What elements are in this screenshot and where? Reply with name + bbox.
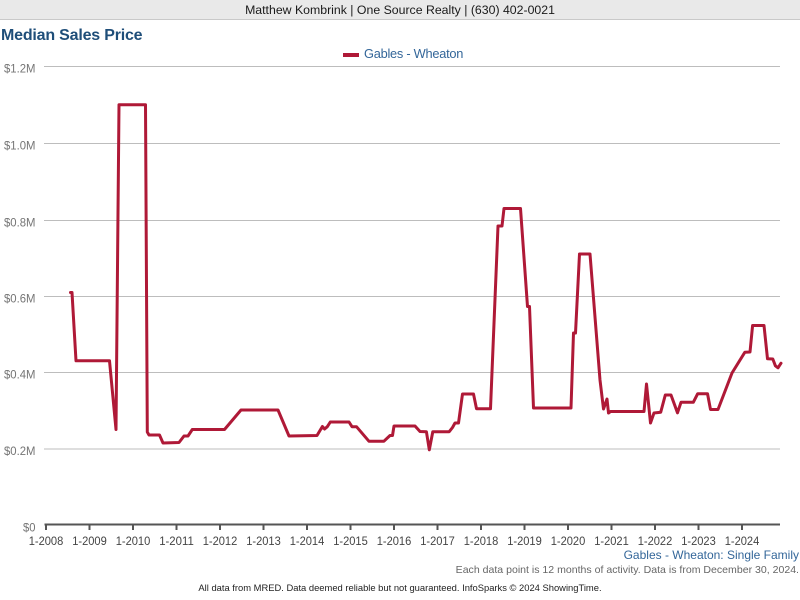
svg-text:1-2008: 1-2008 bbox=[29, 534, 64, 548]
svg-text:$0.6M: $0.6M bbox=[4, 292, 36, 306]
svg-text:1-2016: 1-2016 bbox=[377, 534, 412, 548]
svg-text:1-2013: 1-2013 bbox=[246, 534, 281, 548]
svg-text:$0.8M: $0.8M bbox=[4, 216, 36, 230]
svg-text:1-2009: 1-2009 bbox=[72, 534, 107, 548]
svg-text:$0.2M: $0.2M bbox=[4, 444, 36, 458]
svg-text:1-2023: 1-2023 bbox=[681, 534, 716, 548]
svg-text:1-2021: 1-2021 bbox=[594, 534, 629, 548]
svg-text:1-2010: 1-2010 bbox=[116, 534, 151, 548]
svg-text:1-2017: 1-2017 bbox=[420, 534, 455, 548]
svg-text:1-2019: 1-2019 bbox=[507, 534, 542, 548]
svg-text:1-2012: 1-2012 bbox=[203, 534, 238, 548]
svg-text:$1.0M: $1.0M bbox=[4, 139, 36, 153]
svg-text:1-2011: 1-2011 bbox=[159, 534, 194, 548]
svg-text:1-2015: 1-2015 bbox=[333, 534, 368, 548]
svg-text:$0: $0 bbox=[23, 521, 36, 535]
svg-text:$1.2M: $1.2M bbox=[4, 62, 36, 76]
svg-text:1-2024: 1-2024 bbox=[725, 534, 760, 548]
svg-text:1-2020: 1-2020 bbox=[551, 534, 586, 548]
svg-text:$0.4M: $0.4M bbox=[4, 368, 36, 382]
svg-text:1-2014: 1-2014 bbox=[290, 534, 325, 548]
svg-text:1-2022: 1-2022 bbox=[638, 534, 673, 548]
svg-text:1-2018: 1-2018 bbox=[464, 534, 499, 548]
